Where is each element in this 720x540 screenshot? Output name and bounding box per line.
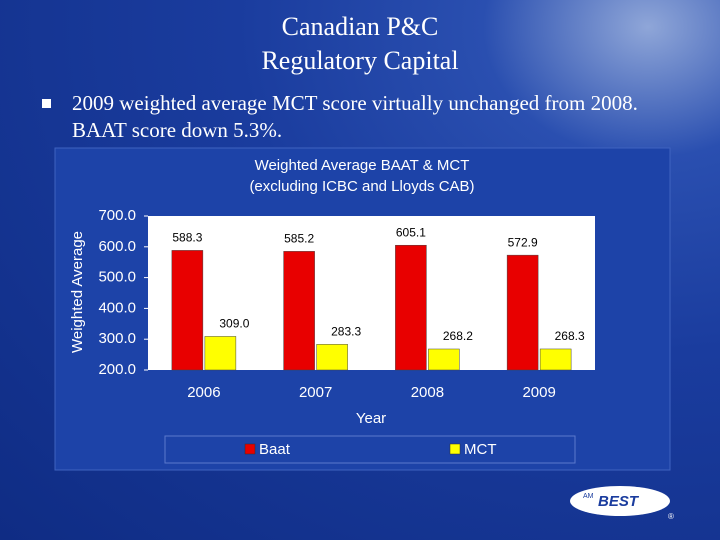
- slide-title: Canadian P&C: [281, 12, 439, 41]
- y-tick-label: 500.0: [98, 269, 136, 286]
- bar: [506, 254, 539, 371]
- value-label: 283.3: [331, 325, 361, 339]
- value-label: 268.3: [555, 329, 585, 343]
- legend-label: Baat: [259, 441, 291, 458]
- chart-subtitle: (excluding ICBC and Lloyds CAB): [249, 178, 474, 195]
- x-tick-label: 2009: [522, 384, 555, 401]
- bullet-marker: [42, 99, 51, 108]
- bar: [316, 344, 348, 371]
- x-tick-label: 2008: [411, 384, 444, 401]
- logo-name: BEST: [598, 493, 640, 510]
- bar: [395, 244, 427, 371]
- bar: [171, 250, 204, 371]
- logo-badge: [570, 486, 670, 516]
- legend-label: MCT: [464, 441, 497, 458]
- legend-box: [164, 435, 576, 464]
- bar: [428, 348, 460, 371]
- y-axis-label: Weighted Average: [69, 231, 86, 353]
- legend-swatch: [244, 443, 256, 455]
- x-tick-label: 2006: [187, 384, 220, 401]
- x-axis-label: Year: [356, 410, 386, 427]
- logo-registered: ®: [668, 512, 674, 521]
- value-label: 585.2: [284, 232, 314, 246]
- legend-swatch: [449, 443, 461, 455]
- y-tick-label: 700.0: [98, 207, 136, 224]
- y-tick-label: 200.0: [98, 361, 136, 378]
- slide-title: Regulatory Capital: [261, 46, 459, 75]
- value-label: 572.9: [508, 235, 538, 249]
- y-tick-label: 400.0: [98, 299, 136, 316]
- y-tick-label: 300.0: [98, 330, 136, 347]
- bullet-text: 2009 weighted average MCT score virtuall…: [72, 91, 638, 142]
- y-tick-label: 600.0: [98, 238, 136, 255]
- x-tick-label: 2007: [299, 384, 332, 401]
- bar: [283, 251, 315, 371]
- logo-mark: AM: [583, 493, 594, 500]
- chart-title: Weighted Average BAAT & MCT: [255, 157, 470, 174]
- bar: [204, 336, 237, 371]
- value-label: 605.1: [396, 225, 426, 239]
- value-label: 309.0: [219, 317, 249, 331]
- value-label: 268.2: [443, 329, 473, 343]
- value-label: 588.3: [172, 231, 202, 245]
- bar: [539, 348, 572, 371]
